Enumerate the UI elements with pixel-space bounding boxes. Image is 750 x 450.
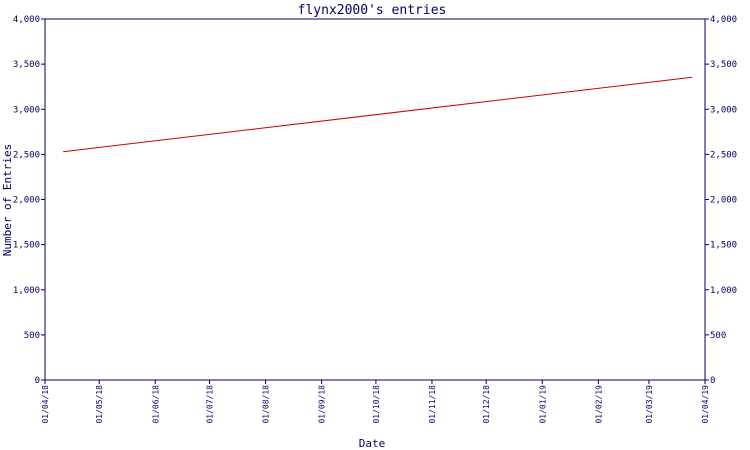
- series-line: [63, 76, 693, 153]
- y-tick-label-left: 0: [35, 376, 40, 386]
- plot-area-frame: [44, 18, 706, 381]
- x-tick-label: 01/07/18: [206, 385, 215, 424]
- y-tick-label-left: 3,500: [13, 60, 40, 70]
- y-tick-label-right: 3,500: [710, 60, 737, 70]
- y-tick-label-right: 1,000: [710, 286, 737, 296]
- x-tick-label: 01/04/19: [701, 385, 710, 424]
- y-tick-label-left: 1,000: [13, 286, 40, 296]
- x-tick-label: 01/09/18: [318, 385, 327, 424]
- x-tick-label: 01/03/19: [645, 385, 654, 424]
- x-tick-label: 01/01/19: [538, 385, 547, 424]
- x-tick-label: 01/10/18: [372, 385, 381, 424]
- x-tick-label: 01/06/18: [151, 385, 160, 424]
- y-tick-label-right: 2,500: [710, 150, 737, 160]
- y-tick-label-right: 2,000: [710, 196, 737, 206]
- y-tick-label-left: 3,000: [13, 105, 40, 115]
- y-tick-label-left: 2,500: [13, 150, 40, 160]
- y-tick-label-right: 1,500: [710, 241, 737, 251]
- series-layer: [63, 76, 693, 153]
- y-tick-label-right: 0: [710, 376, 715, 386]
- x-tick-label: 01/04/18: [41, 385, 50, 424]
- y-tick-label-left: 1,500: [13, 241, 40, 251]
- y-tick-label-right: 500: [710, 331, 726, 341]
- y-axis-left: 0 500 1,000 1,500 2,000 2,500 3,000 3,500 4,000: [13, 15, 45, 386]
- x-tick-label: 01/02/19: [594, 385, 603, 424]
- x-tick-label: 01/11/18: [428, 385, 437, 424]
- x-tick-label: 01/05/18: [95, 385, 104, 424]
- x-tick-label: 01/12/18: [482, 385, 491, 424]
- y-tick-label-left: 500: [24, 331, 40, 341]
- y-axis-label: Number of Entries: [1, 144, 14, 257]
- x-axis-label: Date: [359, 437, 386, 450]
- x-axis: 01/04/18 01/05/18 01/06/18 01/07/18 01/08/18…: [41, 380, 710, 424]
- y-tick-label-left: 2,000: [13, 196, 40, 206]
- y-tick-label-right: 4,000: [710, 15, 737, 25]
- chart-title: flynx2000's entries: [298, 3, 447, 18]
- y-tick-label-right: 3,000: [710, 105, 737, 115]
- y-tick-label-left: 4,000: [13, 15, 40, 25]
- x-tick-label: 01/08/18: [262, 385, 271, 424]
- y-axis-right: 0 500 1,000 1,500 2,000 2,500 3,000 3,500 4,000: [705, 15, 737, 386]
